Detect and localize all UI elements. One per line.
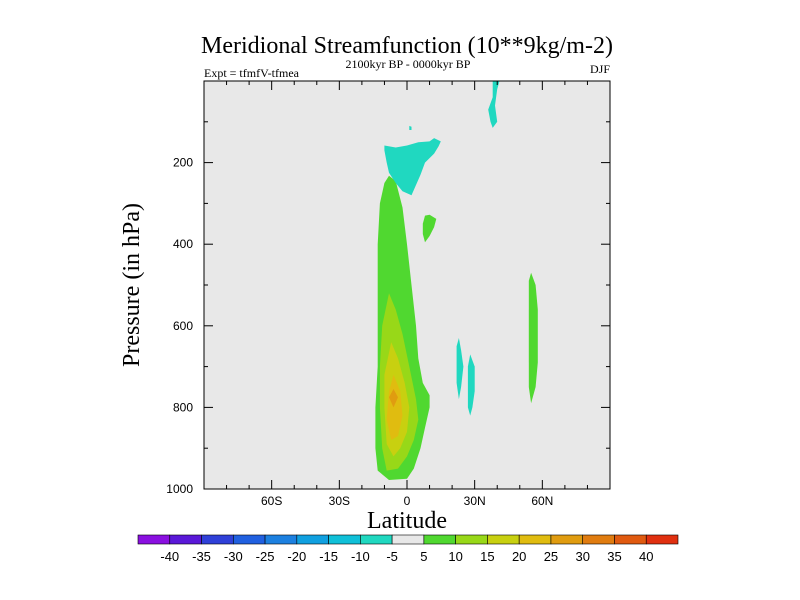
colorbar-swatch	[232, 534, 266, 545]
colorbar-swatch	[201, 534, 234, 545]
colorbar-level-label: 35	[607, 549, 621, 564]
experiment-label: Expt = tfmfV-tfmea	[204, 66, 300, 80]
colorbar-swatch	[487, 534, 520, 545]
colorbar-swatch	[550, 534, 584, 545]
x-tick-label: 60N	[531, 494, 553, 508]
colorbar-level-label: -30	[224, 549, 243, 564]
colorbar-level-label: -40	[160, 549, 179, 564]
x-tick-label: 60S	[261, 494, 282, 508]
contour-fills	[375, 81, 538, 480]
contour-lower-neg-streak-2	[467, 354, 475, 416]
contour-tropical-cell-25to30	[389, 389, 398, 408]
colorbar-level-label: 15	[480, 549, 494, 564]
contour-upper-neg-cell	[384, 138, 441, 196]
contour-top-neg-streak	[488, 81, 500, 128]
contour-subtropical-pos-streak	[528, 272, 538, 404]
axis-ticks: 60S 30S 0 30N 60N 200 400 600 800 1000	[166, 81, 610, 508]
colorbar-level-label: -5	[386, 549, 398, 564]
colorbar-level-label: -35	[192, 549, 211, 564]
x-tick-label: 30N	[464, 494, 486, 508]
colorbar-swatch	[645, 534, 679, 545]
colorbar-swatch	[518, 534, 552, 545]
colorbar-level-label: -15	[319, 549, 338, 564]
period-label: 2100kyr BP - 0000kyr BP	[346, 57, 471, 71]
colorbar-level-label: 40	[639, 549, 653, 564]
colorbar-swatch	[455, 534, 488, 545]
colorbar-level-label: -20	[287, 549, 306, 564]
contour-upper-neg-cell-fleck	[409, 125, 412, 130]
season-label: DJF	[590, 62, 610, 76]
x-tick-label: 0	[404, 494, 411, 508]
colorbar-swatch	[614, 534, 647, 545]
colorbar-level-label: 30	[575, 549, 589, 564]
y-axis-title: Pressure (in hPa)	[119, 203, 145, 367]
colorbar-level-label: 5	[420, 549, 427, 564]
colorbar-swatch	[264, 534, 298, 545]
colorbar-swatch	[137, 534, 171, 545]
colorbar: -40 -35 -30 -25 -20 -15 -10 -5 5 10 15 20 25 30 35 40	[137, 534, 679, 564]
chart-title: Meridional Streamfunction (10**9kg/m-2)	[201, 33, 613, 59]
colorbar-level-label: -25	[256, 549, 275, 564]
contour-lower-neg-streak-1	[456, 338, 464, 400]
colorbar-level-label: -10	[351, 549, 370, 564]
colorbar-swatch	[328, 534, 361, 545]
plot-frame	[203, 80, 611, 490]
colorbar-swatch	[423, 534, 456, 545]
colorbar-swatch	[296, 534, 329, 545]
colorbar-level-label: 20	[512, 549, 526, 564]
colorbar-swatch	[169, 534, 202, 545]
y-tick-label: 600	[173, 319, 193, 333]
colorbar-swatch	[391, 534, 425, 545]
colorbar-swatch	[582, 534, 615, 545]
y-tick-label: 400	[173, 237, 193, 251]
contour-tropical-cell-20to25	[386, 374, 403, 440]
x-tick-label: 30S	[329, 494, 350, 508]
x-axis-title: Latitude	[367, 508, 447, 534]
colorbar-swatch	[360, 534, 393, 545]
y-tick-label: 200	[173, 156, 193, 170]
colorbar-level-label: 10	[448, 549, 462, 564]
y-tick-label: 800	[173, 400, 193, 414]
y-tick-label: 1000	[166, 482, 193, 496]
contour-small-pos-blob	[422, 214, 437, 243]
colorbar-level-label: 25	[544, 549, 558, 564]
